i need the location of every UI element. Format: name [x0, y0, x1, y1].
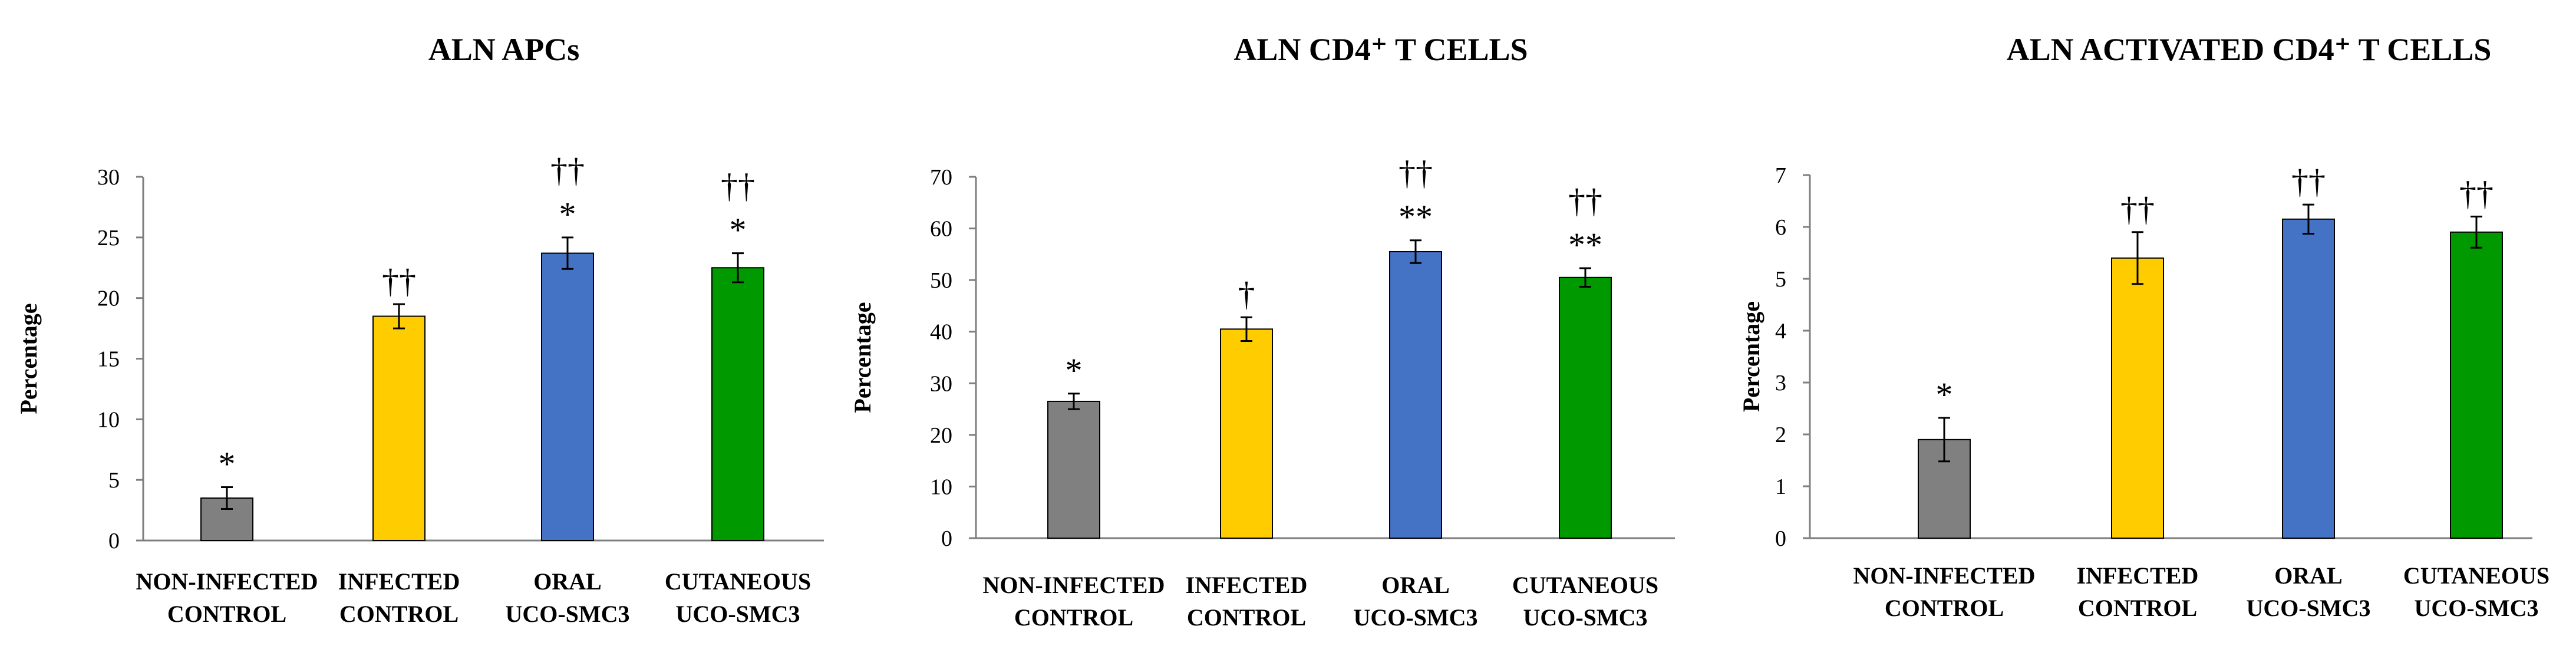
- y-tick-label: 10: [930, 474, 952, 499]
- category-label: CUTANEOUS: [665, 568, 811, 595]
- significance-marker: †: [1238, 275, 1255, 313]
- chart-title: ALN CD4⁺ T CELLS: [1233, 32, 1528, 67]
- bar: [1389, 251, 1442, 539]
- bar: [2111, 257, 2164, 539]
- category-label: INFECTED: [2077, 562, 2199, 589]
- y-tick-label: 0: [1775, 526, 1786, 551]
- significance-marker: *: [1936, 375, 1953, 414]
- y-tick-label: 20: [930, 423, 952, 448]
- significance-marker: ††: [550, 151, 585, 189]
- y-tick-label: 7: [1775, 163, 1786, 188]
- category-label: ORAL: [533, 568, 602, 595]
- category-label: NON-INFECTED: [136, 568, 318, 595]
- category-label: NON-INFECTED: [983, 572, 1165, 598]
- y-tick-label: 2: [1775, 423, 1786, 447]
- category-label: UCO-SMC3: [1523, 604, 1647, 631]
- category-label: UCO-SMC3: [505, 601, 629, 627]
- y-tick-label: 0: [941, 526, 952, 551]
- significance-marker: *: [730, 211, 747, 249]
- category-label: CONTROL: [167, 601, 286, 627]
- chart-panel-2: ALN CD4⁺ T CELLS Percentage 0 10 20 30 40 50 60 7…: [849, 32, 1675, 631]
- category-label: CONTROL: [1187, 604, 1306, 631]
- bar: [2282, 218, 2335, 539]
- significance-marker: *: [559, 195, 576, 233]
- significance-marker: ††: [1568, 182, 1602, 220]
- y-axis-label: Percentage: [1738, 301, 1764, 412]
- y-tick-label: 40: [930, 320, 952, 345]
- y-tick-label: 5: [1775, 267, 1786, 292]
- y-tick-label: 6: [1775, 215, 1786, 240]
- significance-marker: ††: [2459, 174, 2493, 212]
- y-tick-label: 50: [930, 268, 952, 293]
- y-tick-label: 70: [930, 165, 952, 190]
- significance-marker: *: [219, 445, 236, 483]
- chart-title: ALN ACTIVATED CD4⁺ T CELLS: [2007, 32, 2492, 67]
- category-label: CONTROL: [1014, 604, 1133, 631]
- significance-marker: ††: [721, 167, 755, 205]
- y-tick-label: 25: [97, 226, 120, 251]
- y-tick-label: 3: [1775, 371, 1786, 396]
- category-label: CONTROL: [339, 601, 459, 627]
- y-tick-label: 10: [97, 407, 120, 432]
- bar: [1047, 400, 1100, 539]
- significance-marker: ††: [382, 262, 416, 300]
- bar: [541, 252, 594, 541]
- bar: [1559, 276, 1612, 539]
- category-label: ORAL: [1381, 572, 1450, 598]
- y-tick-label: 20: [97, 286, 120, 311]
- y-axis-label: Percentage: [15, 303, 42, 414]
- bar: [2450, 231, 2503, 539]
- bar: [711, 267, 764, 541]
- category-label: INFECTED: [338, 568, 460, 595]
- category-label: CONTROL: [1885, 595, 2004, 621]
- y-tick-label: 30: [97, 165, 120, 190]
- category-label: UCO-SMC3: [1353, 604, 1477, 631]
- category-label: UCO-SMC3: [675, 601, 800, 627]
- significance-marker: *: [1066, 351, 1083, 390]
- y-tick-label: 5: [108, 468, 120, 493]
- y-tick-label: 60: [930, 217, 952, 242]
- category-label: NON-INFECTED: [1853, 562, 2036, 589]
- y-tick-label: 30: [930, 371, 952, 396]
- y-tick-label: 4: [1775, 319, 1786, 344]
- chart-panel-1: ALN APCs Percentage 0 5 10 15 20 25 30 * NON-INFEC…: [15, 32, 824, 627]
- category-label: INFECTED: [1186, 572, 1308, 598]
- bar: [372, 315, 426, 541]
- y-tick-label: 15: [97, 347, 120, 372]
- significance-marker: **: [1399, 198, 1433, 236]
- y-tick-label: 1: [1775, 474, 1786, 499]
- y-tick-label: 0: [108, 529, 120, 553]
- category-label: CUTANEOUS: [2403, 562, 2549, 589]
- category-label: CONTROL: [2078, 595, 2197, 621]
- y-axis-label: Percentage: [849, 302, 876, 413]
- category-label: UCO-SMC3: [2414, 595, 2538, 621]
- significance-marker: ††: [2120, 190, 2155, 228]
- significance-marker: ††: [2291, 162, 2326, 200]
- significance-marker: ††: [1399, 154, 1433, 192]
- category-label: CUTANEOUS: [1512, 572, 1658, 598]
- category-label: ORAL: [2274, 562, 2343, 589]
- category-label: UCO-SMC3: [2246, 595, 2370, 621]
- bar: [1220, 328, 1273, 539]
- chart-title: ALN APCs: [428, 32, 580, 67]
- chart-panel-3: ALN ACTIVATED CD4⁺ T CELLS Percentage 0 1 2 3…: [1738, 32, 2549, 621]
- significance-marker: **: [1568, 226, 1602, 264]
